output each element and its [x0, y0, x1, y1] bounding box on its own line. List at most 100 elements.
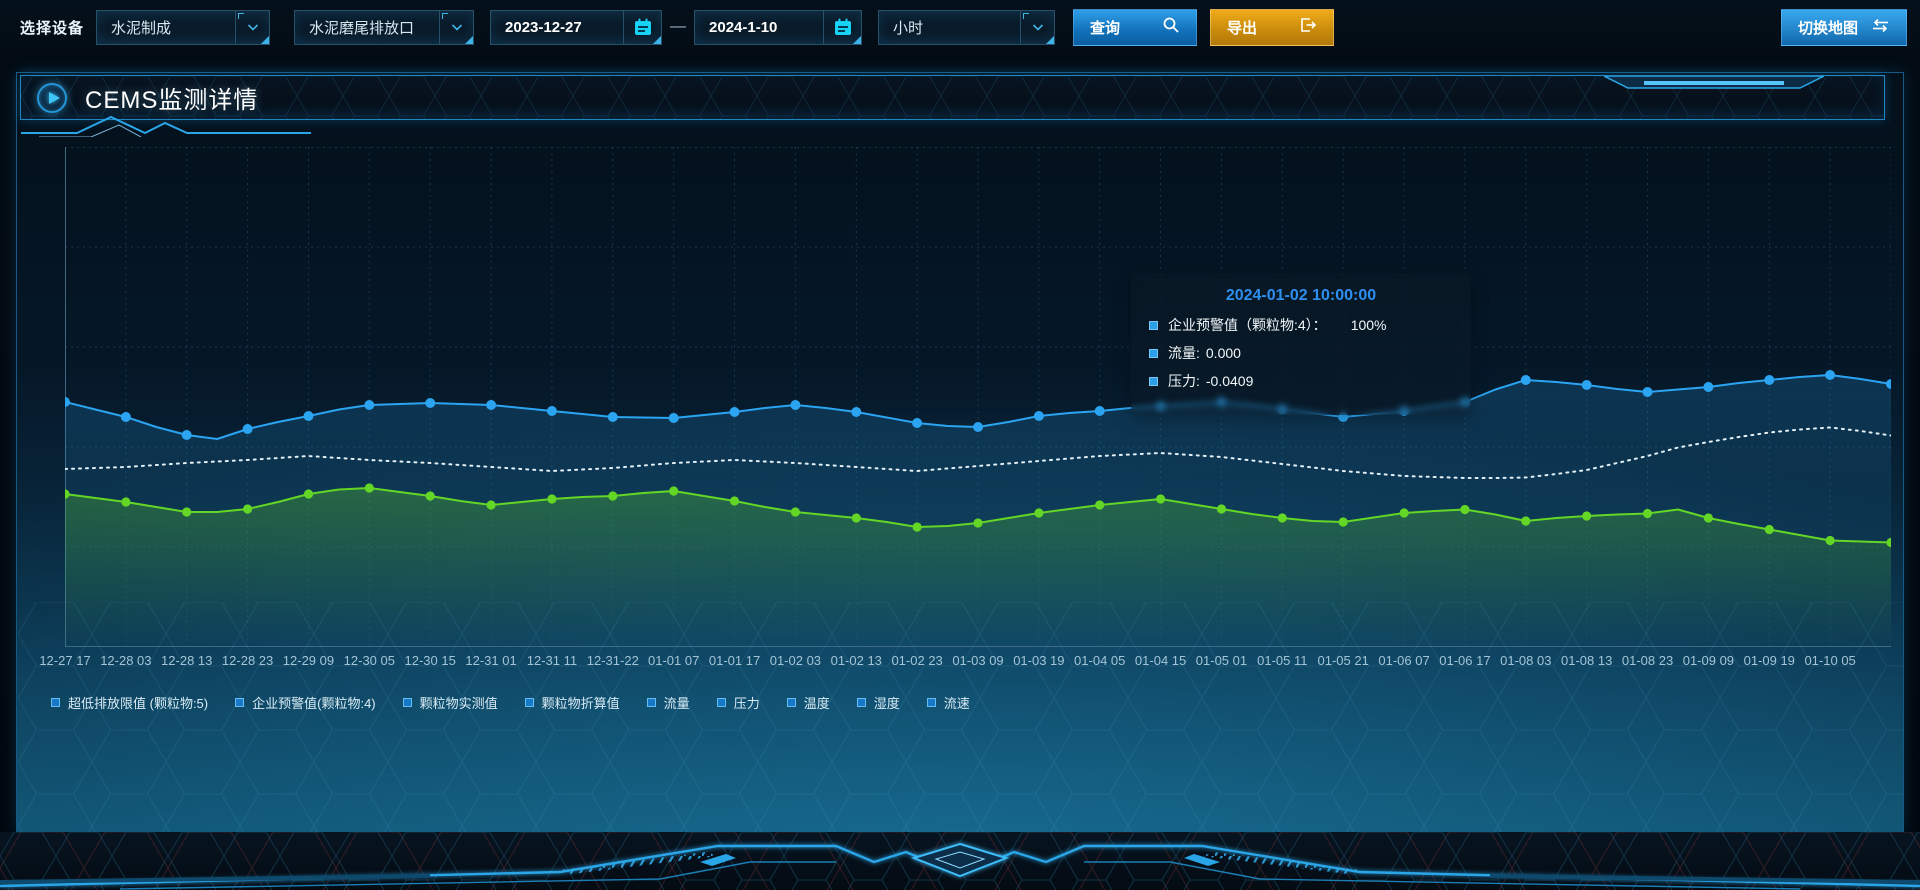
legend-item-3[interactable]: 颗粒物实测值	[402, 693, 498, 712]
chart-plot[interactable]	[65, 147, 1891, 647]
data-point	[973, 518, 983, 528]
data-point	[1156, 494, 1166, 504]
legend-marker	[524, 698, 534, 707]
legend-item-6[interactable]: 压力	[716, 693, 760, 712]
cems-line-chart[interactable]: 12-27 17 12-28 03 12-28 13 12-28 23 12-29 09…	[17, 73, 1903, 833]
data-point	[669, 486, 679, 496]
chevron-down-icon[interactable]	[439, 10, 474, 44]
query-button[interactable]: 查询	[1073, 8, 1198, 46]
data-point	[425, 398, 436, 408]
legend-label: 超低排放限值 (颗粒物:5)	[68, 696, 209, 711]
legend-marker	[786, 698, 796, 707]
legend-label: 颗粒物实测值	[419, 696, 498, 711]
switch-map-button[interactable]: 切换地图	[1781, 8, 1907, 46]
data-point	[1094, 406, 1105, 416]
interval-select-value: 小时	[893, 19, 924, 37]
interval-select[interactable]: 小时	[878, 9, 1056, 45]
outlet-select-value: 水泥磨尾排放口	[309, 19, 415, 37]
data-point	[1399, 508, 1409, 518]
chevron-down-icon[interactable]	[1020, 10, 1055, 44]
data-point	[1095, 500, 1105, 510]
data-point	[303, 411, 314, 421]
legend-item-7[interactable]: 温度	[786, 693, 830, 712]
legend-item-2[interactable]: 企业预警值(颗粒物:4)	[235, 693, 376, 712]
legend-marker	[856, 698, 866, 707]
x-axis: 12-27 17 12-28 03 12-28 13 12-28 23 12-29 09…	[39, 653, 1891, 671]
data-point	[851, 407, 862, 417]
footer-decoration	[0, 832, 1920, 890]
calendar-icon[interactable]	[623, 10, 662, 44]
data-point	[486, 400, 497, 410]
data-point	[729, 496, 740, 506]
data-point	[243, 504, 253, 514]
legend-label: 企业预警值(颗粒物:4)	[252, 696, 376, 711]
data-point	[303, 489, 314, 499]
data-point	[607, 412, 618, 422]
device-select[interactable]: 水泥制成	[96, 9, 271, 45]
data-point	[181, 430, 192, 440]
start-date-value: 2023-12-27	[505, 18, 582, 36]
legend-marker	[51, 698, 60, 707]
data-point	[790, 400, 801, 410]
data-point	[912, 522, 922, 532]
data-point	[1825, 535, 1835, 546]
data-point	[425, 491, 435, 501]
tooltip-series-value: -0.0409	[1205, 373, 1254, 389]
chevron-down-icon[interactable]	[235, 10, 270, 44]
outlet-select[interactable]: 水泥磨尾排放口	[294, 9, 475, 45]
tooltip-series-marker	[1149, 320, 1158, 330]
data-point	[1460, 504, 1470, 515]
play-icon	[37, 82, 67, 113]
data-point	[1216, 504, 1227, 514]
swap-arrows-icon	[1871, 18, 1890, 37]
data-point	[668, 413, 679, 423]
tooltip-series-label: 流量:	[1168, 345, 1200, 361]
start-date-input[interactable]: 2023-12-27	[490, 9, 663, 45]
data-point	[242, 424, 253, 434]
legend-item-8[interactable]: 湿度	[856, 693, 900, 712]
legend-marker	[716, 698, 726, 707]
data-point	[912, 418, 923, 428]
data-point	[65, 397, 70, 407]
device-select-label: 选择设备	[20, 19, 85, 37]
data-point	[182, 507, 192, 517]
legend-item-5[interactable]: 流量	[646, 693, 690, 712]
data-point	[547, 494, 557, 504]
data-point	[1521, 516, 1531, 526]
data-point	[973, 422, 983, 432]
data-point	[1886, 537, 1891, 548]
data-point	[729, 407, 740, 417]
tooltip-row: 企业预警值（颗粒物:4）： 100%	[1149, 315, 1453, 335]
legend-label: 颗粒物折算值	[541, 696, 620, 711]
query-button-label: 查询	[1090, 19, 1121, 37]
legend-item-1[interactable]: 超低排放限值 (颗粒物:5)	[51, 693, 208, 712]
tooltip-series-value: 100%	[1350, 317, 1387, 333]
legend-marker	[402, 698, 412, 707]
data-point	[1520, 375, 1531, 385]
end-date-value: 2024-1-10	[709, 18, 778, 36]
legend-label: 压力	[733, 696, 760, 711]
data-point	[851, 513, 861, 523]
data-point	[65, 489, 70, 499]
chart-legend: 超低排放限值 (颗粒物:5) 企业预警值(颗粒物:4) 颗粒物实测值 颗粒物折算值 流量…	[51, 693, 970, 712]
tooltip-row: 流量: 0.000	[1149, 343, 1453, 363]
data-point	[364, 400, 375, 410]
data-point	[1764, 375, 1775, 385]
tooltip-row: 压力: -0.0409	[1149, 371, 1453, 391]
legend-item-4[interactable]: 颗粒物折算值	[524, 693, 620, 712]
data-point	[790, 507, 801, 517]
header-notch-decoration	[1604, 76, 1824, 89]
legend-label: 流速	[943, 696, 970, 711]
tooltip-timestamp: 2024-01-02 10:00:00	[1225, 287, 1377, 304]
legend-label: 流量	[663, 696, 690, 711]
legend-marker	[235, 698, 245, 707]
data-point	[1033, 411, 1044, 421]
legend-item-9[interactable]: 流速	[926, 693, 970, 712]
data-point	[1277, 513, 1287, 523]
data-point	[1642, 508, 1653, 519]
tooltip-items: 企业预警值（颗粒物:4）： 100% 流量: 0.000 压力: -0.0409	[1149, 315, 1453, 391]
export-button[interactable]: 导出	[1210, 8, 1335, 46]
calendar-icon[interactable]	[823, 10, 862, 44]
end-date-input[interactable]: 2024-1-10	[694, 9, 863, 45]
